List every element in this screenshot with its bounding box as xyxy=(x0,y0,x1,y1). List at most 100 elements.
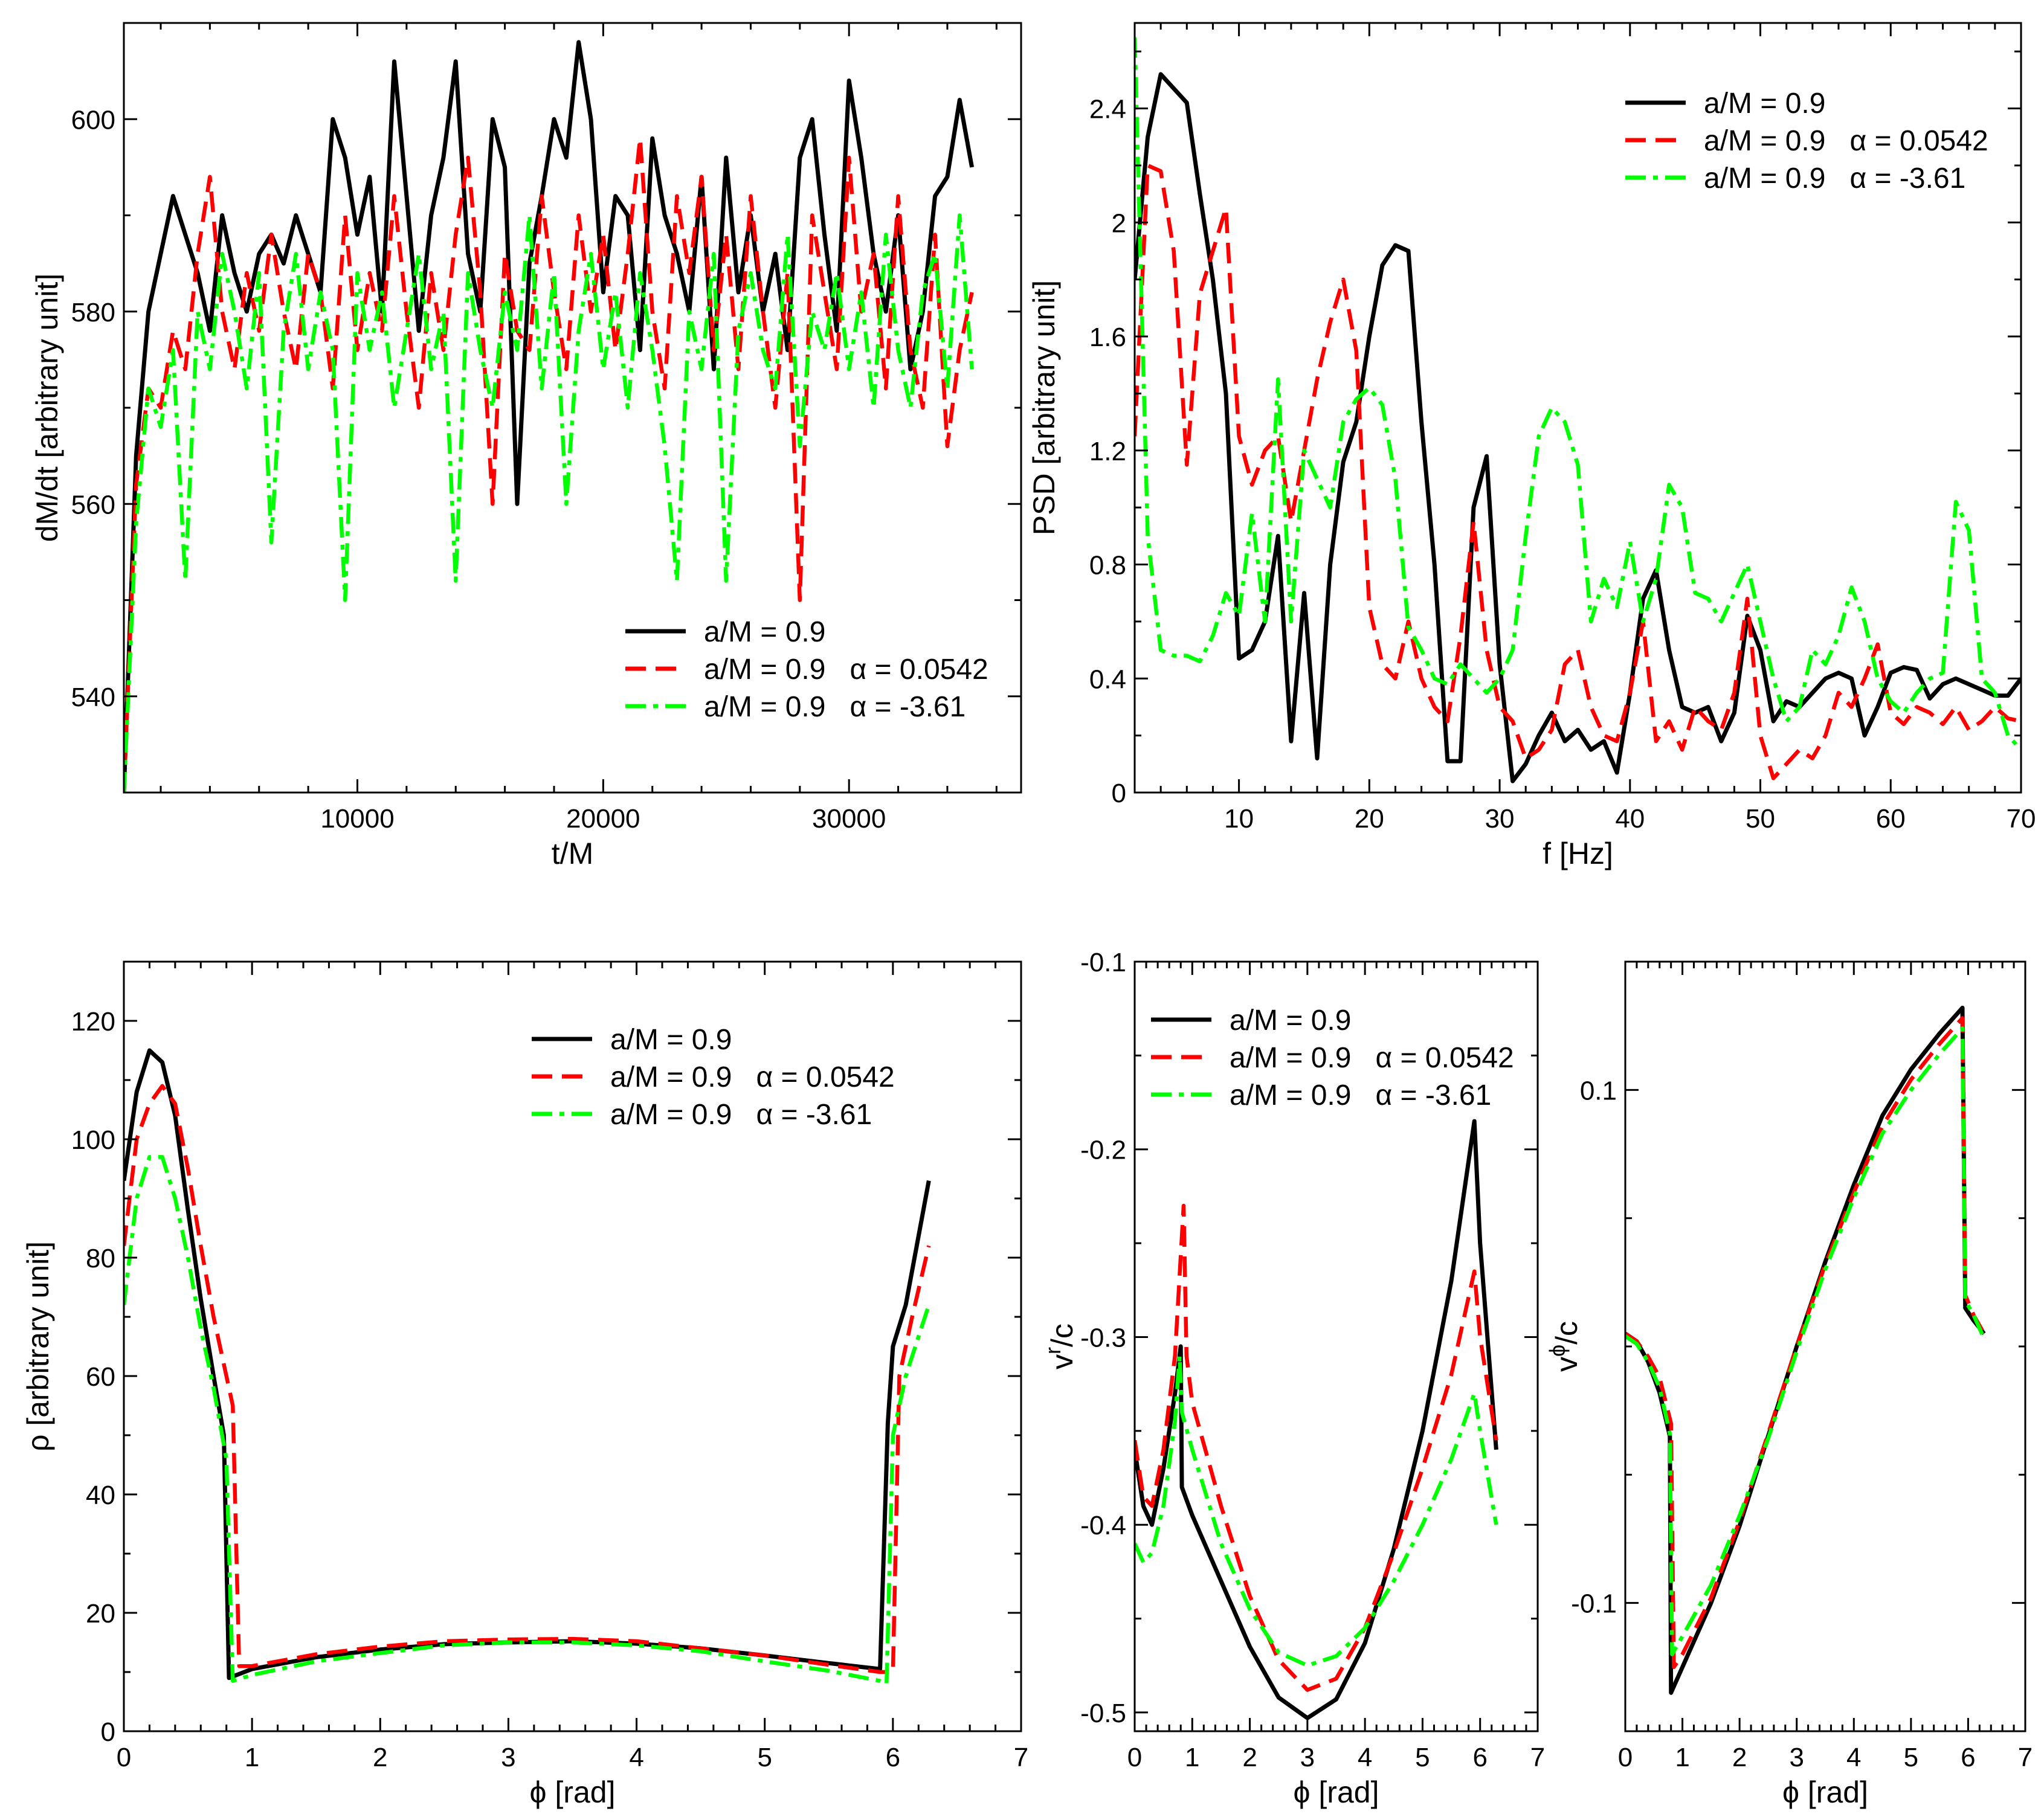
y-tick-label: -0.3 xyxy=(1080,1323,1126,1352)
x-tick-label: 2 xyxy=(1242,1743,1257,1772)
x-tick-label: 0 xyxy=(117,1743,131,1772)
series-line-2 xyxy=(1135,1203,1498,1692)
x-tick-label: 2 xyxy=(373,1743,387,1772)
y-tick-label: -0.2 xyxy=(1080,1136,1126,1165)
y-tick-label: 80 xyxy=(86,1244,115,1273)
y-label-superscript: r xyxy=(1040,1347,1065,1354)
y-tick-label: 580 xyxy=(71,298,115,327)
series-line-3 xyxy=(124,1155,931,1686)
y-tick-label: -0.1 xyxy=(1571,1589,1617,1619)
y-label-tail: /c xyxy=(1045,1323,1079,1347)
x-axis-label: ϕ [rad] xyxy=(1294,1775,1379,1809)
plot-frame xyxy=(1133,960,1539,1732)
x-tick-label: 20000 xyxy=(566,804,640,834)
y-tick-label: 540 xyxy=(71,683,115,712)
legend-label-2: a/M = 0.9 α = 0.0542 xyxy=(1704,125,1988,157)
y-axis-label: dM/dt [arbitrary unit] xyxy=(30,274,64,542)
series-line-2 xyxy=(124,136,974,793)
y-tick-label: 560 xyxy=(71,490,115,519)
y-tick-label: 40 xyxy=(86,1481,115,1510)
series-line-1 xyxy=(124,40,975,793)
x-tick-label: 6 xyxy=(1472,1743,1487,1772)
panel-psd: 10 20 30 40 50 60 70 0 0.4 0.8 1.2 1.6 2 2.4 f [Hz] PSD… xyxy=(1027,22,2036,870)
y-tick-label: 600 xyxy=(71,105,115,135)
y-tick-label: 1.6 xyxy=(1089,323,1126,352)
y-axis-label: vϕ/c xyxy=(1545,1321,1584,1372)
y-tick-label: 0.4 xyxy=(1089,664,1126,694)
x-tick-label: 10 xyxy=(1224,804,1254,834)
legend-label-2: a/M = 0.9 α = 0.0542 xyxy=(610,1061,895,1093)
series-line-1 xyxy=(124,1048,931,1680)
x-tick-label: 70 xyxy=(2007,804,2036,834)
series-line-3 xyxy=(1625,1026,1986,1656)
y-tick-label: 0 xyxy=(101,1717,115,1747)
y-tick-label: 120 xyxy=(71,1007,115,1037)
y-axis-label: vr/c xyxy=(1040,1323,1079,1369)
x-tick-label: 0 xyxy=(1127,1743,1142,1772)
y-tick-label: 60 xyxy=(86,1362,115,1392)
y-axis-label: PSD [arbitrary unit] xyxy=(1027,280,1061,535)
y-tick-label: -0.4 xyxy=(1080,1511,1126,1540)
x-tick-label: 4 xyxy=(1358,1743,1372,1772)
y-axis-label: ρ [arbitrary unit] xyxy=(21,1241,55,1452)
x-tick-label: 3 xyxy=(1300,1743,1315,1772)
y-tick-label: 20 xyxy=(86,1599,115,1629)
series-line-3 xyxy=(1135,37,2021,751)
x-tick-label: 40 xyxy=(1615,804,1645,834)
y-label-main: v xyxy=(1550,1357,1584,1372)
series-line-3 xyxy=(124,213,974,793)
legend-label-3: a/M = 0.9 α = -3.61 xyxy=(610,1099,872,1131)
y-tick-label: 0 xyxy=(1112,779,1126,808)
legend-label-1: a/M = 0.9 xyxy=(704,616,825,648)
plot-frame xyxy=(1624,960,2026,1732)
x-tick-label: 7 xyxy=(1014,1743,1028,1772)
legend-label-2: a/M = 0.9 α = 0.0542 xyxy=(704,654,988,686)
x-tick-label: 30 xyxy=(1485,804,1515,834)
legend: a/M = 0.9 a/M = 0.9 α = 0.0542 a/M = 0.9 α… xyxy=(1151,1005,1514,1111)
x-tick-label: 7 xyxy=(2018,1743,2033,1772)
series-line-2 xyxy=(1625,1016,1986,1670)
panel-rho: 0 1 2 3 4 5 6 7 0 20 40 60 80 100 120 ϕ [rad] ρ [arbitra… xyxy=(21,960,1028,1809)
y-label-tail: /c xyxy=(1550,1321,1584,1345)
legend-label-1: a/M = 0.9 xyxy=(1704,88,1825,120)
x-tick-label: 3 xyxy=(1789,1743,1804,1772)
y-tick-label: 1.2 xyxy=(1089,437,1126,466)
legend-label-1: a/M = 0.9 xyxy=(1230,1005,1351,1037)
x-tick-label: 1 xyxy=(245,1743,259,1772)
x-axis-label: ϕ [rad] xyxy=(530,1775,616,1809)
series-line-3 xyxy=(1135,1354,1498,1668)
plot-frame xyxy=(123,960,1022,1732)
legend-label-3: a/M = 0.9 α = -3.61 xyxy=(1230,1079,1491,1111)
x-axis-label: ϕ [rad] xyxy=(1782,1775,1868,1809)
x-tick-label: 1 xyxy=(1185,1743,1199,1772)
y-tick-label: -0.5 xyxy=(1080,1699,1126,1728)
legend-label-1: a/M = 0.9 xyxy=(610,1024,732,1056)
x-axis-label: t/M xyxy=(552,837,593,870)
x-tick-label: 20 xyxy=(1355,804,1384,834)
x-axis-label: f [Hz] xyxy=(1543,837,1613,870)
y-tick-label: -0.1 xyxy=(1080,948,1126,977)
x-tick-label: 7 xyxy=(1530,1743,1545,1772)
x-tick-label: 0 xyxy=(1618,1743,1633,1772)
x-tick-label: 5 xyxy=(1904,1743,1918,1772)
y-tick-label: 0.1 xyxy=(1580,1076,1617,1105)
y-tick-label: 0.8 xyxy=(1089,551,1126,580)
x-tick-label: 6 xyxy=(886,1743,900,1772)
legend: a/M = 0.9 a/M = 0.9 α = 0.0542 a/M = 0.9 α… xyxy=(532,1024,895,1131)
panel-vr: 0 1 2 3 4 5 6 7 -0.5 -0.4 -0.3 -0.2 -0.1 ϕ [rad] vr/c a… xyxy=(1040,948,1545,1809)
legend: a/M = 0.9 a/M = 0.9 α = 0.0542 a/M = 0.9 α… xyxy=(1625,88,1988,195)
legend-label-3: a/M = 0.9 α = -3.61 xyxy=(1704,162,1965,195)
legend-label-3: a/M = 0.9 α = -3.61 xyxy=(704,691,966,723)
x-tick-label: 6 xyxy=(1961,1743,1975,1772)
x-tick-label: 4 xyxy=(1846,1743,1861,1772)
x-tick-label: 3 xyxy=(501,1743,515,1772)
x-tick-label: 50 xyxy=(1746,804,1775,834)
x-tick-label: 5 xyxy=(757,1743,772,1772)
y-label-main: v xyxy=(1045,1354,1079,1369)
y-tick-label: 100 xyxy=(71,1125,115,1155)
series-line-2 xyxy=(1135,163,2021,780)
y-tick-label: 2 xyxy=(1112,208,1126,238)
x-tick-label: 2 xyxy=(1732,1743,1747,1772)
legend-label-2: a/M = 0.9 α = 0.0542 xyxy=(1230,1042,1514,1074)
